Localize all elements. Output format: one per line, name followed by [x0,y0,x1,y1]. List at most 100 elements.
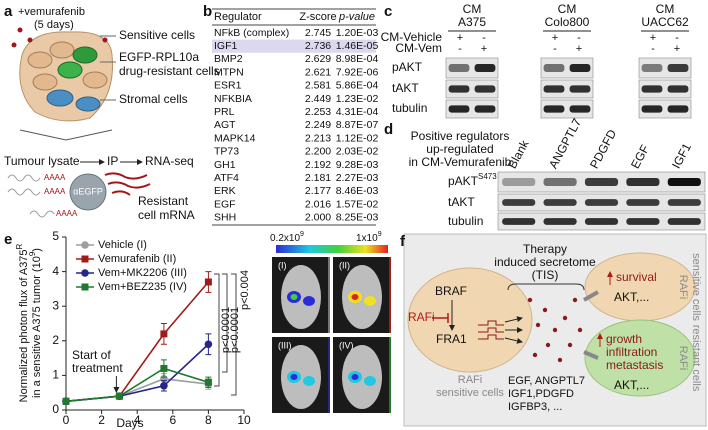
table-cell: TP73 [214,146,239,158]
blot-band [584,199,619,206]
sign: + [552,32,558,44]
table-cell: 2.253 [305,106,331,118]
cell-label: resistant cells [690,325,702,392]
sign: + [576,43,582,55]
blot-label: tAKT [392,81,419,95]
legend-label: Vemurafenib (II) [98,253,176,265]
legend-label: Vem+BEZ235 (IV) [98,281,187,293]
label-sup: 9 [28,251,37,256]
table-cell: 2.621 [305,66,331,78]
table-cell: 2.177 [305,185,331,197]
treatment-label: +vemurafenib [18,6,85,18]
workflow-step: IP [107,154,118,168]
legend-marker [81,241,89,249]
blot-band [502,199,536,206]
sign: - [553,43,557,55]
blot-band [543,64,565,72]
sign: + [650,32,656,44]
panel-label: d [384,121,393,138]
table-cell: 2.27E-03 [336,172,379,184]
signal [290,374,298,380]
blot-label: pAKT [392,60,423,74]
sign: + [457,32,463,44]
p-value: p<0.0001 [220,307,232,353]
polya-label: AAAA [56,209,78,218]
data-point [204,278,212,286]
effect-label: survival [616,270,657,284]
blot-band [667,105,689,113]
bracket [222,273,228,373]
bracket [214,273,220,387]
table-cell: 1.20E-03 [336,27,379,39]
polya-label: AAAA [44,187,66,196]
blot-band [641,85,663,93]
table-cell: ESR1 [214,80,242,92]
signal [351,294,359,300]
y-tick-label: 4 [52,264,59,278]
blot-band [667,64,689,72]
sign: + [481,43,487,55]
table-cell: MTPN [214,66,244,78]
cell-label: RAFi [677,346,689,370]
blot-band [543,105,565,113]
table-cell: NFKBIA [214,93,252,105]
cell-label: sensitive cells [690,253,702,321]
signal [303,296,315,306]
scale-base: 1x10 [356,233,378,244]
label-part: in a sensitive A375 tumor (10 [31,256,43,398]
p-value: p<0.004 [239,270,251,310]
x-axis-label: Days [116,416,143,430]
factor-label: IGF1,PDGFD [508,388,574,400]
workflow-step: Tumour lysate [4,154,80,168]
group-label: CM [656,2,675,16]
data-point [204,340,213,349]
x-tick-label: 8 [205,413,212,427]
label-sup: R [15,243,24,249]
table-cell: 5.86E-04 [336,80,379,92]
table-cell: 1.23E-02 [336,93,379,105]
panel-label: b [203,3,212,20]
data-point [160,330,168,338]
blot-band [448,105,470,113]
group-label: CM [463,2,482,16]
table-header: Z-score [299,11,336,23]
effect-label: growth [606,332,642,346]
blot-label: tAKT [448,195,475,209]
cell-label: RAFi [677,275,689,299]
panel-label: e [4,231,12,248]
table-cell: AGT [214,119,236,131]
table-header: p-value [338,11,375,23]
table-cell: IGF1 [214,40,237,52]
blot-band [569,64,591,72]
legend-label: Vehicle (I) [98,239,147,251]
table-cell: 2.200 [305,146,331,158]
y-tick-label: 2 [52,333,59,347]
blot-strip [638,57,692,79]
caption-line: up-regulated [426,142,493,156]
content: a b c d e f +vemurafenib(5 days) Sensitive cell… [4,2,706,430]
series-line [65,378,209,403]
cell-label: sensitive cells [436,387,504,399]
signal [290,294,298,300]
table-cell: ERK [214,185,236,197]
blot-strip [445,79,499,99]
factor-label: IGFBP3, ... [508,401,562,413]
blot-label: tubulin [392,101,427,115]
table-cell: EGF [214,198,236,210]
panel-label: a [4,3,13,20]
blot-strip [540,79,594,99]
color-scale [276,245,388,253]
pathway-diagram [403,233,707,427]
blot-band [543,85,565,93]
table-cell: 2.449 [305,93,331,105]
scale-exp: 9 [300,231,304,238]
table-cell: SHH [214,212,236,224]
table-cell: 8.25E-03 [336,212,379,224]
scale-exp: 9 [378,231,382,238]
blot-band [667,218,701,225]
effect-label: AKT,... [614,290,649,304]
sign: + [674,43,680,55]
sign: - [651,43,655,55]
blot-band [569,105,591,113]
lane-label: ANGPTL7 [546,116,584,171]
